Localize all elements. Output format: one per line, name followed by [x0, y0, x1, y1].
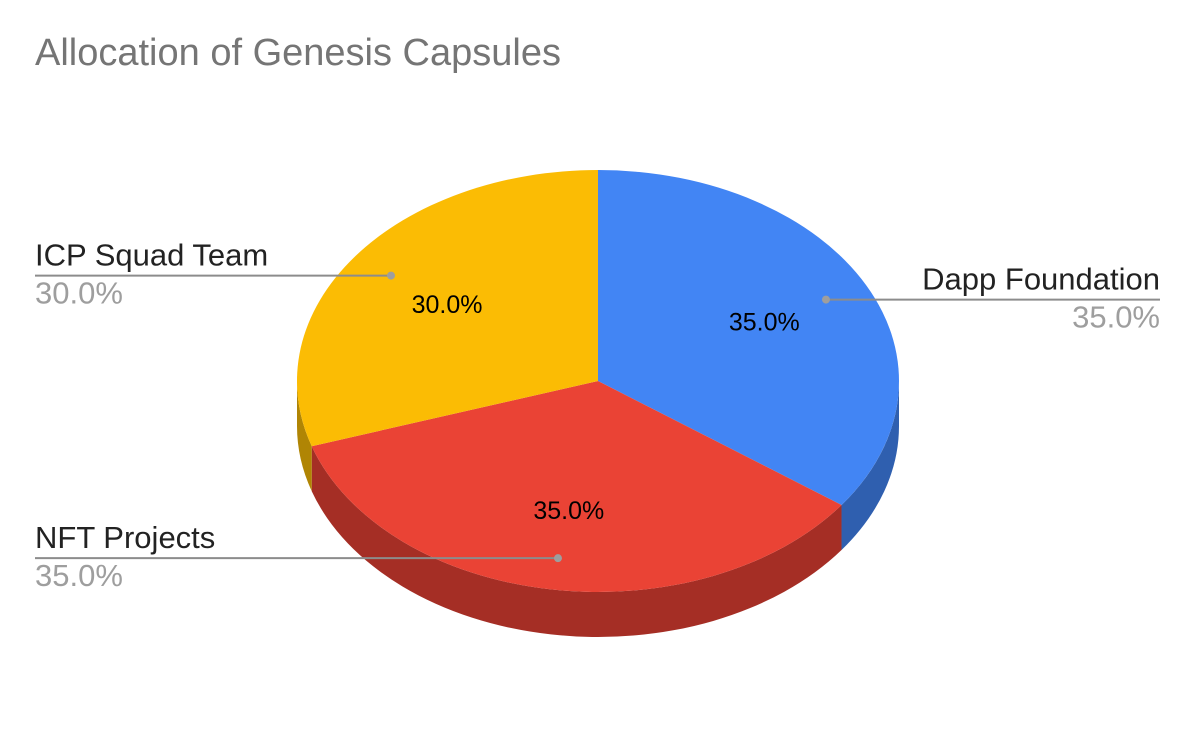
pie-slice-icp-squad-team[interactable]: [296, 170, 598, 447]
chart-title: Allocation of Genesis Capsules: [35, 32, 561, 74]
pie-slices: [296, 170, 899, 592]
pie-sides: [297, 381, 899, 637]
callout-dot: [387, 271, 396, 280]
callout-label: Dapp Foundation: [922, 262, 1160, 297]
slice-value-label: 35.0%: [533, 497, 604, 525]
pie-slice-dapp-foundation[interactable]: [598, 170, 899, 506]
callout-dot: [821, 295, 830, 304]
callout-dot: [553, 554, 562, 563]
pie-side-nft-projects: [311, 446, 842, 637]
pie-side-icp-squad-team: [297, 381, 312, 492]
slice-value-label: 30.0%: [412, 291, 483, 319]
callout-percent: 30.0%: [35, 276, 123, 311]
slice-labels: 35.0% 35.0% 30.0%: [412, 291, 800, 525]
callout-percent: 35.0%: [35, 558, 123, 593]
callout-percent: 35.0%: [1072, 300, 1160, 335]
callout-label: ICP Squad Team: [35, 238, 268, 273]
pie-slice-nft-projects[interactable]: [311, 381, 842, 592]
callout-label: NFT Projects: [35, 520, 215, 555]
pie-side-dapp-foundation: [841, 381, 899, 551]
slice-value-label: 35.0%: [729, 309, 800, 337]
